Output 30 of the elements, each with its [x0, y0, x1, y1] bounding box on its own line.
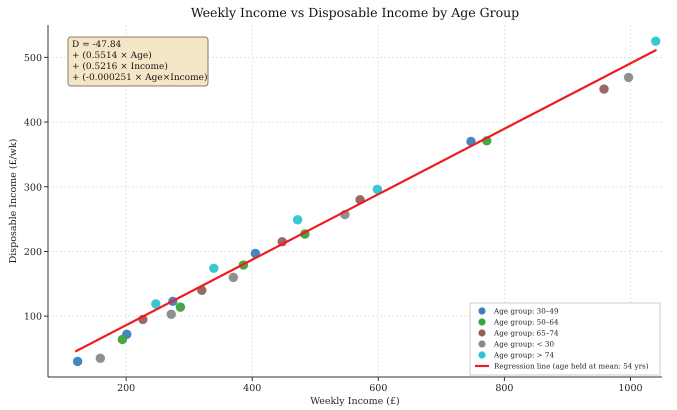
y-tick-label: 200: [24, 246, 42, 258]
y-tick-label: 300: [24, 182, 42, 194]
point: [118, 334, 128, 344]
chart-title: Weekly Income vs Disposable Income by Age Group: [190, 5, 520, 20]
y-tick-label: 100: [24, 312, 42, 323]
x-tick-label: 1000: [618, 383, 643, 394]
point: [209, 264, 219, 274]
point: [650, 36, 660, 46]
point: [599, 84, 609, 94]
x-tick-label: 400: [243, 383, 262, 394]
annotation: + (-0.000251 × Age×Income): [72, 73, 208, 83]
annotation: D = -47.84: [72, 40, 122, 50]
y-axis-title: Disposable Income (£/wk): [8, 138, 19, 264]
point: [624, 72, 634, 82]
point: [72, 356, 82, 366]
point: [228, 272, 238, 282]
x-tick-label: 200: [117, 383, 136, 394]
annotation: + (0.5216 × Income): [72, 62, 168, 72]
x-tick-label: 600: [369, 383, 388, 394]
x-axis-title: Weekly Income (£): [310, 396, 400, 407]
y-tick-label: 400: [24, 118, 42, 129]
point: [96, 354, 106, 363]
point: [372, 184, 382, 194]
point: [166, 310, 176, 319]
annotation: + (0.5514 × Age): [72, 51, 152, 61]
x-tick-label: 800: [495, 383, 514, 394]
point: [176, 302, 186, 312]
point: [292, 215, 302, 224]
point: [151, 299, 161, 309]
y-tick-label: 500: [24, 52, 42, 64]
